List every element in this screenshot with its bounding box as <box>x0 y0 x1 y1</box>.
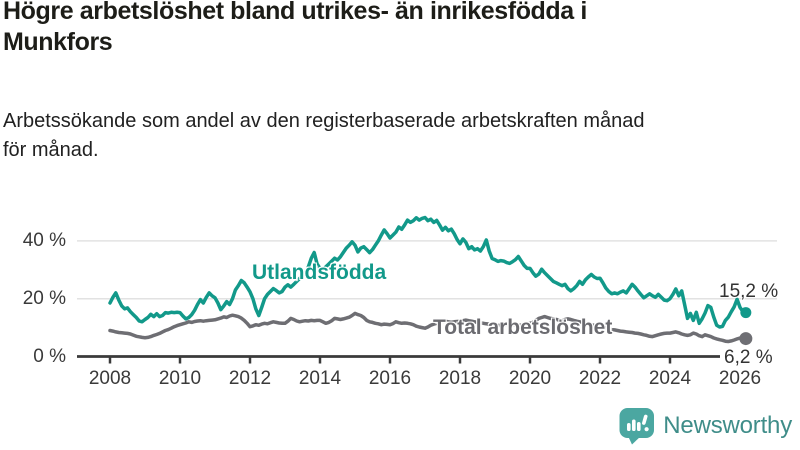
x-axis-label: 2008 <box>88 368 132 389</box>
x-axis-label: 2020 <box>508 368 552 389</box>
x-axis-label: 2014 <box>298 368 342 389</box>
chart-subtitle: Arbetssökande som andel av den registerb… <box>3 110 645 161</box>
x-axis-label: 2022 <box>578 368 622 389</box>
y-axis-label: 40 % <box>22 230 66 251</box>
x-axis-label: 2018 <box>438 368 482 389</box>
y-axis-label: 20 % <box>22 288 66 309</box>
x-axis-label: 2016 <box>368 368 412 389</box>
x-axis-label: 2012 <box>228 368 272 389</box>
series-label-utlandsfodda: Utlandsfödda <box>252 261 387 284</box>
series-label-total-arbetsloshet: Total arbetslöshet <box>433 316 613 339</box>
x-axis-label: 2010 <box>158 368 202 389</box>
x-axis-label: 2026 <box>718 368 762 389</box>
newsworthy-logo[interactable]: Newsworthy <box>618 406 792 445</box>
end-value-label-utlandsfodda: 15,2 % <box>719 281 779 302</box>
page-title: Högre arbetslöshet bland utrikes- än inr… <box>3 0 587 56</box>
end-value-label-total: 6,2 % <box>720 347 777 369</box>
newsworthy-logo-icon <box>619 408 655 445</box>
y-axis-label: 0 % <box>33 346 66 367</box>
x-axis-label: 2024 <box>648 368 692 389</box>
newsworthy-wordmark: Newsworthy <box>663 411 792 439</box>
